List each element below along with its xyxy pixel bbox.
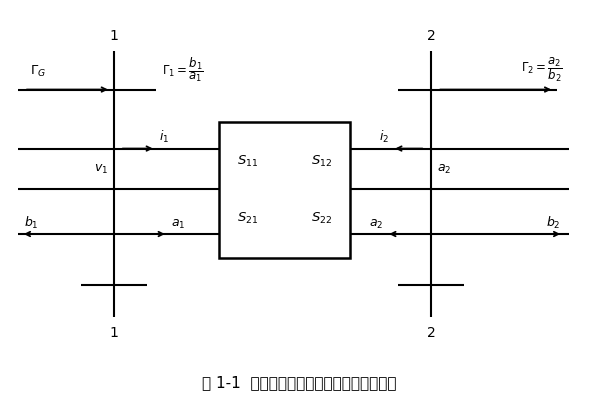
Text: $a_1$: $a_1$: [171, 218, 185, 231]
Text: $S_{11}$: $S_{11}$: [237, 154, 258, 169]
Text: $\mathit{\Gamma}_1 = \dfrac{b_1}{a_1}$: $\mathit{\Gamma}_1 = \dfrac{b_1}{a_1}$: [162, 56, 204, 84]
Text: 2: 2: [427, 326, 435, 339]
Text: $i_1$: $i_1$: [159, 129, 169, 145]
Text: $S_{12}$: $S_{12}$: [311, 154, 332, 169]
Text: 2: 2: [427, 29, 435, 43]
Text: $S_{22}$: $S_{22}$: [311, 211, 332, 226]
Text: 图 1-1  用两组端变量表示二端口网络示意图: 图 1-1 用两组端变量表示二端口网络示意图: [202, 375, 397, 390]
Text: 1: 1: [110, 326, 118, 339]
Text: $b_1$: $b_1$: [24, 214, 38, 231]
Text: $i_2$: $i_2$: [379, 129, 389, 145]
Text: 1: 1: [110, 29, 118, 43]
Text: $S_{21}$: $S_{21}$: [237, 211, 258, 226]
Bar: [219, 122, 350, 258]
Text: $\mathit{\Gamma}_G$: $\mathit{\Gamma}_G$: [30, 63, 46, 79]
Text: $a_2$: $a_2$: [437, 163, 452, 176]
Text: $b_2$: $b_2$: [546, 214, 560, 231]
Text: $\mathit{\Gamma}_2 = \dfrac{a_2}{b_2}$: $\mathit{\Gamma}_2 = \dfrac{a_2}{b_2}$: [521, 56, 563, 84]
Text: $a_2$: $a_2$: [369, 218, 383, 231]
Text: $v_1$: $v_1$: [93, 163, 108, 176]
